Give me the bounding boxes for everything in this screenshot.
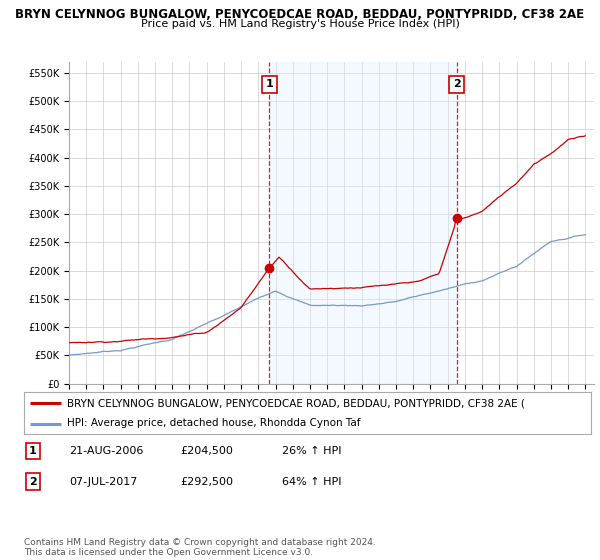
Text: Contains HM Land Registry data © Crown copyright and database right 2024.
This d: Contains HM Land Registry data © Crown c… (24, 538, 376, 557)
Text: 64% ↑ HPI: 64% ↑ HPI (282, 477, 341, 487)
Text: 1: 1 (29, 446, 37, 456)
Text: BRYN CELYNNOG BUNGALOW, PENYCOEDCAE ROAD, BEDDAU, PONTYPRIDD, CF38 2AE: BRYN CELYNNOG BUNGALOW, PENYCOEDCAE ROAD… (16, 8, 584, 21)
Text: 1: 1 (265, 79, 273, 89)
Text: Price paid vs. HM Land Registry's House Price Index (HPI): Price paid vs. HM Land Registry's House … (140, 19, 460, 29)
Text: 2: 2 (29, 477, 37, 487)
Text: HPI: Average price, detached house, Rhondda Cynon Taf: HPI: Average price, detached house, Rhon… (67, 418, 360, 428)
Bar (269, 62, 457, 384)
Text: £204,500: £204,500 (180, 446, 233, 456)
Text: £292,500: £292,500 (180, 477, 233, 487)
Text: BRYN CELYNNOG BUNGALOW, PENYCOEDCAE ROAD, BEDDAU, PONTYPRIDD, CF38 2AE (: BRYN CELYNNOG BUNGALOW, PENYCOEDCAE ROAD… (67, 398, 524, 408)
Text: 07-JUL-2017: 07-JUL-2017 (69, 477, 137, 487)
Text: 26% ↑ HPI: 26% ↑ HPI (282, 446, 341, 456)
Text: 21-AUG-2006: 21-AUG-2006 (69, 446, 143, 456)
Text: 2: 2 (453, 79, 461, 89)
